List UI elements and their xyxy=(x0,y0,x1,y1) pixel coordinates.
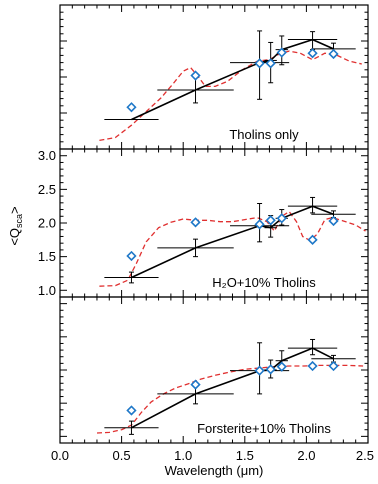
model-point xyxy=(190,217,201,228)
y-tick-label: 3.0 xyxy=(38,148,56,163)
measured-line xyxy=(131,347,334,429)
panel-3: Forsterite+10% Tholins xyxy=(59,296,369,444)
x-tick-label: 1.0 xyxy=(174,448,192,463)
y-tick-label: 1.5 xyxy=(38,249,56,264)
panel-label: Forsterite+10% Tholins xyxy=(197,421,331,436)
y-axis-label: <Qsca> xyxy=(7,206,24,245)
panel-1: Tholins only xyxy=(59,4,369,150)
model-point xyxy=(254,219,265,230)
y-tick-label: 1.0 xyxy=(38,283,56,298)
model-point xyxy=(265,215,276,226)
model-point xyxy=(276,361,287,372)
model-point xyxy=(265,58,276,69)
panel-2: 1.0 1.5 2.0 2.5 3.0 H₂O+10% Tholins xyxy=(38,148,369,298)
model-point xyxy=(276,47,287,58)
y-tick-label: 2.5 xyxy=(38,182,56,197)
model-point xyxy=(126,405,137,416)
model-point xyxy=(254,365,265,376)
model-point xyxy=(328,360,339,372)
model-curve xyxy=(99,210,366,287)
model-point xyxy=(190,70,201,81)
model-point xyxy=(254,58,265,69)
model-point xyxy=(328,215,339,227)
model-point xyxy=(307,360,318,372)
model-point xyxy=(126,250,137,262)
model-point xyxy=(276,213,287,224)
model-point xyxy=(307,48,318,59)
panel-frame xyxy=(59,4,369,150)
model-point xyxy=(307,234,318,245)
model-point xyxy=(328,48,339,60)
model-point xyxy=(126,102,137,113)
x-tick-label: 2.5 xyxy=(356,448,374,463)
x-tick-label: 0.5 xyxy=(113,448,131,463)
panel-label: H₂O+10% Tholins xyxy=(212,275,316,290)
x-tick-label: 0.0 xyxy=(51,448,69,463)
panel-label: Tholins only xyxy=(229,127,299,142)
measured-line xyxy=(131,38,334,121)
y-tick-label: 2.0 xyxy=(38,216,56,231)
measured-line xyxy=(131,205,334,279)
x-tick-label: 2.0 xyxy=(297,448,315,463)
model-point xyxy=(265,364,276,375)
model-curve xyxy=(99,50,362,142)
x-axis-label: Wavelength (μm) xyxy=(165,463,264,478)
x-tick-label: 1.5 xyxy=(236,448,254,463)
model-point xyxy=(190,379,201,390)
